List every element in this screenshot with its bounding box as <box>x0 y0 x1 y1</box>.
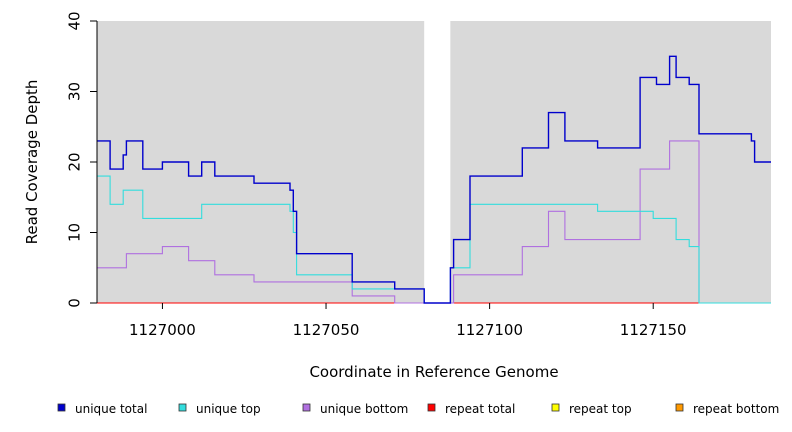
legend-label-repeat-bottom: repeat bottom <box>693 402 779 416</box>
legend-swatch-unique-top <box>178 403 187 412</box>
x-tick-label: 1127000 <box>129 321 196 339</box>
series-line-unique-total <box>97 55 771 304</box>
series-layer <box>97 55 771 304</box>
x-tick-label: 1127050 <box>293 321 360 339</box>
legend-swatch-repeat-top <box>551 403 560 412</box>
y-tick-label: 30 <box>66 82 84 101</box>
axes: 0 10 20 30 40 1127000 1127050 1127100 1127150 <box>66 11 687 339</box>
legend-label-unique-total: unique total <box>75 402 147 416</box>
legend-swatch-repeat-bottom <box>675 403 684 412</box>
legend-swatch-unique-total <box>57 403 66 412</box>
y-axis-label: Read Coverage Depth <box>23 80 41 245</box>
plot-panel-right <box>450 21 771 303</box>
legend-swatch-repeat-total <box>427 403 436 412</box>
legend-label-repeat-top: repeat top <box>569 402 632 416</box>
legend: unique total unique top unique bottom repea… <box>57 402 779 416</box>
legend-label-unique-bottom: unique bottom <box>320 402 408 416</box>
plot-panel-left <box>97 21 425 303</box>
x-axis-label: Coordinate in Reference Genome <box>309 363 558 381</box>
y-tick-label: 20 <box>66 152 84 171</box>
y-tick-label: 0 <box>66 298 84 308</box>
plot-background <box>97 21 771 303</box>
y-tick-label: 40 <box>66 11 84 30</box>
legend-label-unique-top: unique top <box>196 402 261 416</box>
x-tick-label: 1127100 <box>456 321 523 339</box>
legend-swatch-unique-bottom <box>302 403 311 412</box>
x-tick-label: 1127150 <box>620 321 687 339</box>
y-tick-label: 10 <box>66 223 84 242</box>
legend-label-repeat-total: repeat total <box>445 402 515 416</box>
